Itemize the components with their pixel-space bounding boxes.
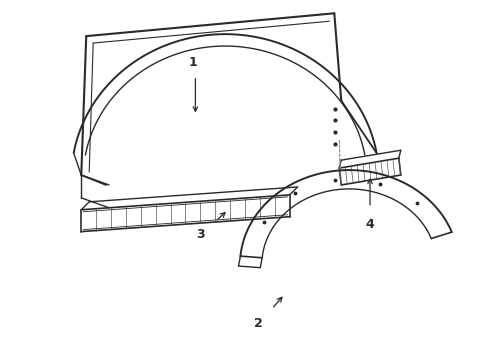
Text: 3: 3 [196,228,205,240]
Text: 4: 4 [366,218,374,231]
Text: 1: 1 [189,56,198,69]
Text: 2: 2 [253,317,262,330]
